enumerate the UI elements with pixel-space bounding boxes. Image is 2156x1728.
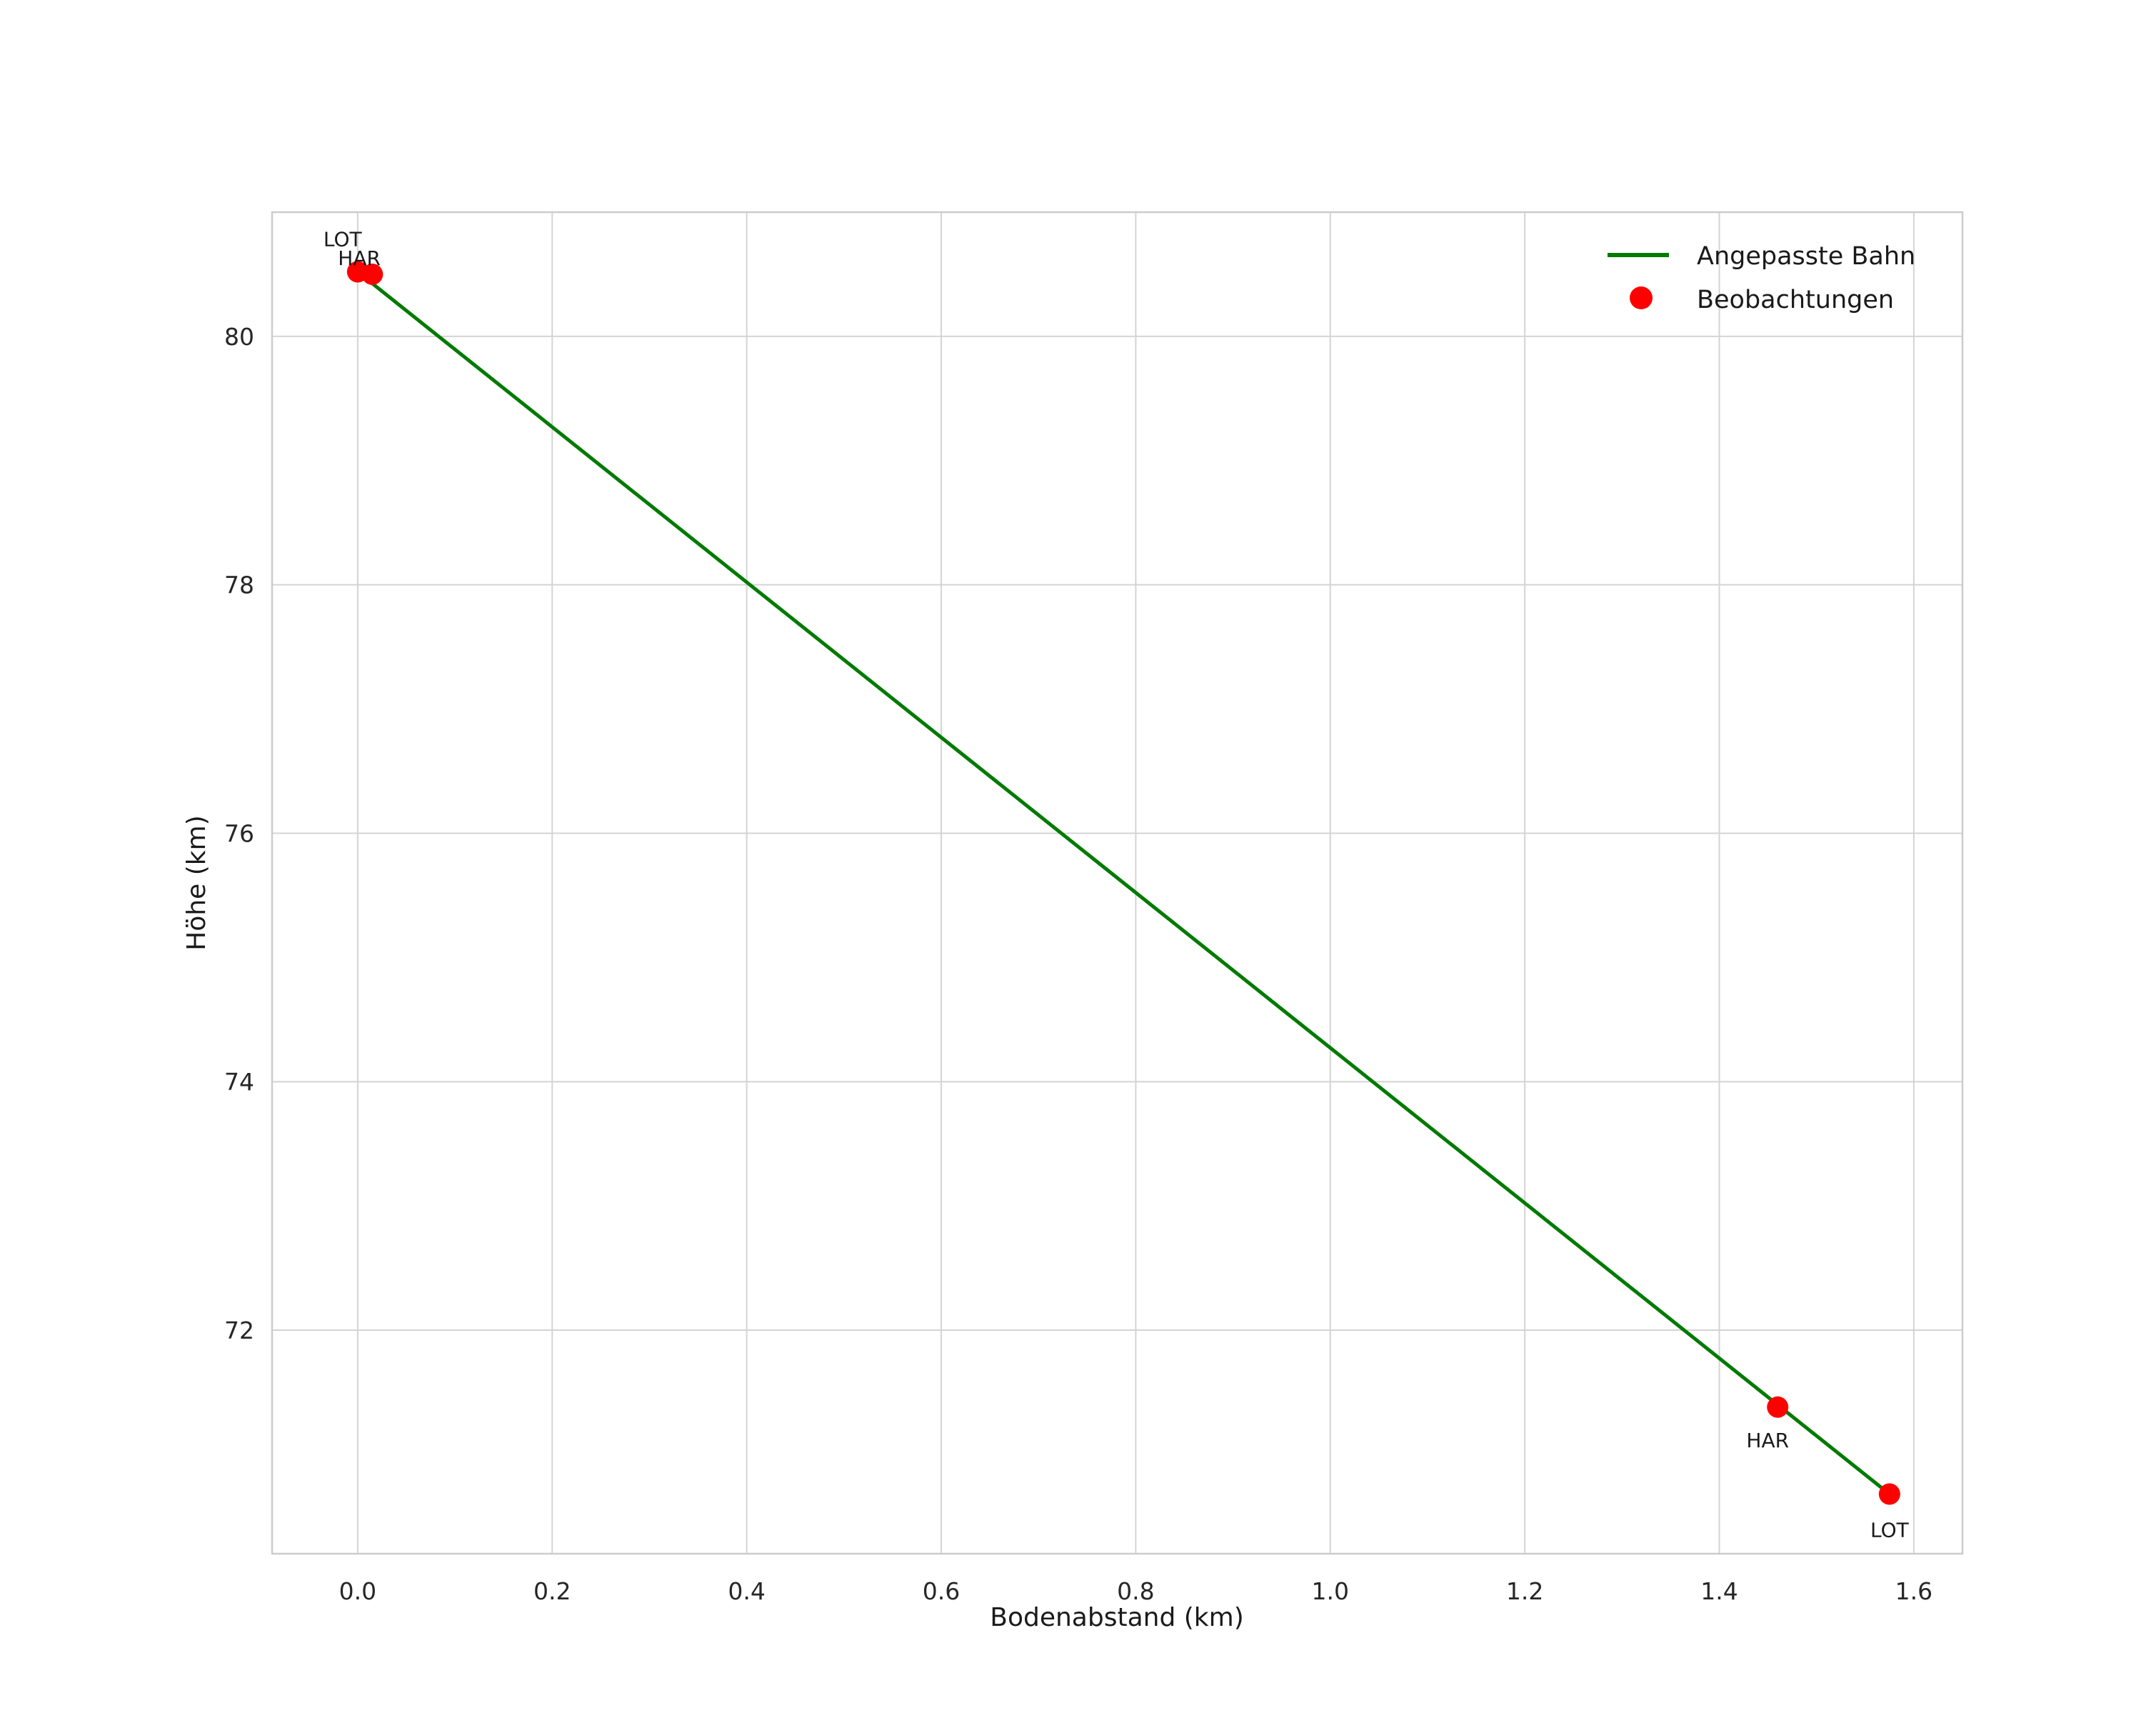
observation-point [1878, 1483, 1900, 1505]
y-tick-label: 78 [224, 571, 254, 599]
fitted-line [356, 269, 1892, 1497]
x-tick-label: 1.4 [1700, 1577, 1738, 1605]
y-tick-label: 72 [224, 1317, 254, 1344]
legend: Angepasste Bahn Beobachtungen [1608, 242, 1915, 314]
observation-label: LOT [1870, 1519, 1910, 1542]
x-tick-label: 0.6 [923, 1577, 960, 1605]
y-tick-label: 76 [224, 819, 254, 847]
observation-label: HAR [338, 246, 381, 270]
observation-point [1767, 1396, 1789, 1418]
observation-label: HAR [1746, 1429, 1789, 1452]
x-tick-label: 1.2 [1506, 1577, 1543, 1605]
grid-layer [272, 212, 1962, 1554]
observation-label: LOT [324, 227, 363, 251]
plot-border [271, 211, 1964, 1555]
legend-marker-sample [1630, 286, 1653, 309]
x-tick-label: 0.0 [339, 1577, 376, 1605]
x-tick-label: 0.2 [533, 1577, 571, 1605]
x-tick-label: 0.4 [728, 1577, 765, 1605]
x-tick-label: 0.8 [1117, 1577, 1154, 1605]
x-tick-label: 1.0 [1312, 1577, 1349, 1605]
y-tick-label: 80 [224, 323, 254, 351]
legend-label-observations: Beobachtungen [1697, 286, 1894, 314]
plot-spines [271, 211, 1964, 1555]
y-axis-label: Höhe (km) [182, 815, 211, 951]
legend-label-fitted-line: Angepasste Bahn [1697, 242, 1915, 271]
y-tick-label: 74 [224, 1068, 254, 1096]
observation-point [361, 263, 383, 285]
x-tick-label: 1.6 [1895, 1577, 1932, 1605]
tick-labels: 0.0 0.2 0.4 0.6 0.8 1.0 1.2 1.4 1.6 72 74 76 78 80 [224, 323, 1932, 1605]
x-axis-label: Bodenabstand (km) [990, 1603, 1244, 1632]
